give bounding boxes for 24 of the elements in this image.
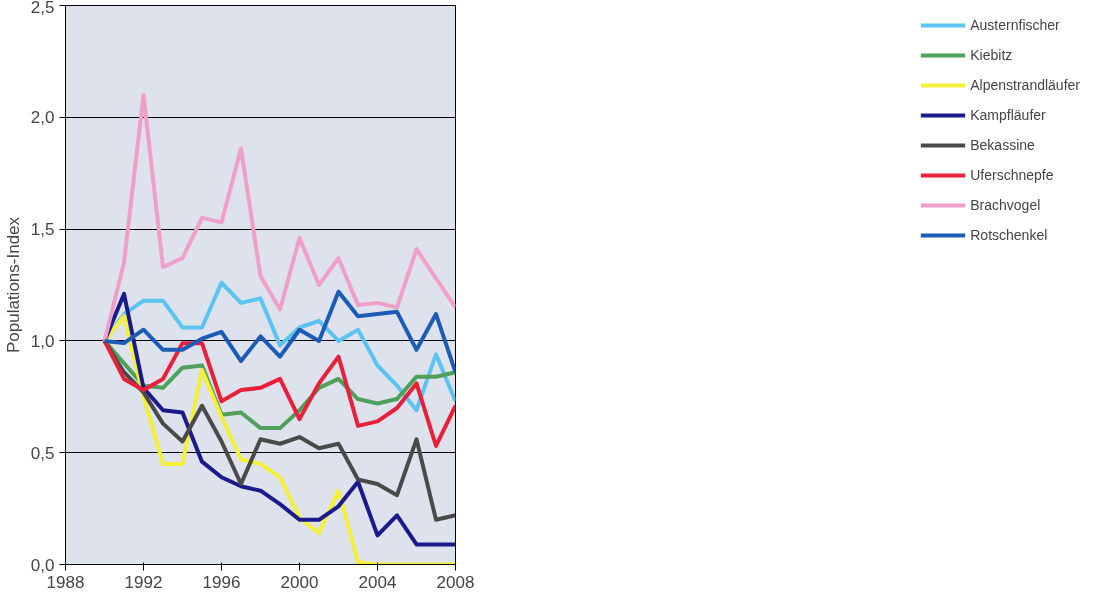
legend-label: Bekassine	[970, 137, 1035, 153]
legend-label: Brachvogel	[970, 197, 1041, 213]
y-tick-label: 0,0	[30, 555, 55, 575]
x-tick-label: 2004	[358, 572, 397, 592]
legend-label: Rotschenkel	[970, 227, 1048, 243]
y-axis-title: Populations-Index	[3, 216, 23, 354]
y-tick-label: 2,5	[30, 0, 55, 17]
legend-label: Alpenstrandläufer	[970, 77, 1080, 93]
x-tick-label: 2008	[436, 572, 475, 592]
legend-label: Uferschnepfe	[970, 167, 1054, 183]
line-series	[102, 338, 456, 448]
line-series	[102, 289, 456, 375]
y-tick-label: 1,5	[30, 220, 55, 240]
x-tick-label: 1992	[124, 572, 163, 592]
legend-label: Austernfischer	[970, 17, 1060, 33]
x-tick-label: 1996	[202, 572, 241, 592]
y-tick-label: 1,0	[30, 331, 55, 351]
legend-label: Kampfläufer	[970, 107, 1046, 123]
legend-label: Kiebitz	[970, 47, 1013, 63]
x-tick-label: 2000	[280, 572, 319, 592]
line-series	[102, 92, 456, 343]
x-tick-label: 1988	[46, 572, 85, 592]
y-tick-label: 0,5	[30, 443, 55, 463]
y-tick-label: 2,0	[30, 108, 55, 128]
